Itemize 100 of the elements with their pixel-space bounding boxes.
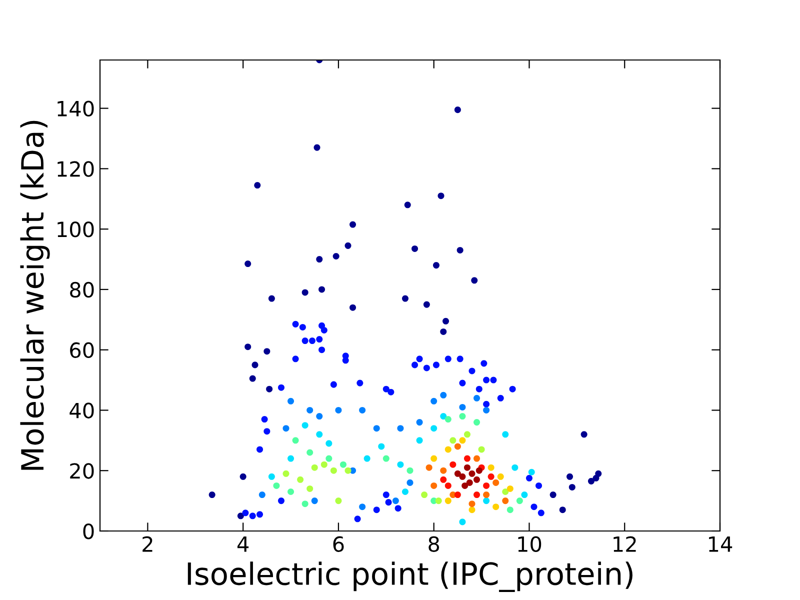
point — [299, 324, 306, 330]
point — [249, 375, 256, 382]
point — [430, 425, 438, 432]
x-tick-label: 12 — [614, 536, 636, 552]
point — [559, 506, 566, 514]
point — [450, 437, 456, 444]
point — [459, 473, 466, 480]
point — [430, 482, 438, 489]
point — [454, 470, 461, 477]
x-tick-label: 8 — [428, 536, 440, 552]
point — [502, 498, 509, 504]
point — [364, 455, 370, 462]
point — [330, 381, 337, 388]
point — [397, 461, 404, 468]
point — [440, 392, 447, 398]
point — [426, 464, 432, 471]
point — [497, 394, 504, 402]
point — [566, 473, 574, 480]
point — [474, 419, 480, 426]
point — [459, 380, 466, 386]
point — [382, 386, 390, 392]
x-tick-label: 2 — [142, 536, 152, 552]
point — [292, 356, 299, 362]
point — [311, 498, 318, 504]
point — [483, 482, 490, 489]
point — [402, 488, 408, 496]
point — [464, 455, 470, 462]
point — [292, 320, 299, 328]
point — [444, 482, 452, 489]
point — [268, 295, 275, 302]
point — [266, 386, 273, 392]
point — [488, 473, 494, 480]
point — [268, 473, 275, 480]
point — [306, 485, 314, 492]
point — [459, 404, 466, 410]
point — [314, 144, 320, 151]
point — [354, 516, 361, 522]
point — [488, 464, 494, 471]
point — [516, 498, 523, 504]
point — [404, 202, 411, 208]
point — [421, 492, 428, 498]
point — [438, 192, 444, 200]
point — [359, 406, 366, 414]
point — [252, 362, 258, 368]
point — [459, 437, 466, 444]
point — [459, 413, 466, 420]
x-tick-label: 4 — [237, 536, 249, 552]
point — [480, 360, 488, 367]
point — [528, 468, 535, 476]
point — [502, 431, 509, 438]
point — [454, 443, 461, 450]
point — [350, 304, 356, 311]
point — [476, 467, 482, 474]
point — [378, 443, 385, 450]
point — [483, 492, 490, 498]
point — [261, 416, 268, 423]
point — [264, 428, 270, 435]
point — [512, 464, 518, 471]
point — [382, 455, 390, 462]
point — [497, 473, 504, 480]
point — [302, 500, 308, 508]
point — [538, 510, 544, 516]
point — [392, 498, 399, 504]
point — [397, 425, 404, 432]
point — [595, 470, 602, 477]
point — [464, 464, 470, 471]
point — [474, 394, 480, 402]
y-tick-label: 0 — [83, 523, 94, 540]
point — [444, 498, 452, 504]
point — [288, 488, 294, 496]
point — [356, 380, 364, 386]
y-tick-label: 120 — [58, 161, 94, 177]
point — [302, 422, 308, 429]
point — [318, 346, 326, 354]
point — [506, 485, 514, 492]
point — [308, 338, 316, 344]
x-axis-title: Isoelectric point (IPC_protein) — [188, 562, 632, 592]
point — [385, 499, 392, 506]
point — [249, 512, 256, 520]
point — [242, 510, 249, 516]
point — [316, 431, 323, 438]
y-tick-label: 100 — [58, 222, 94, 238]
point — [526, 474, 532, 482]
point — [530, 504, 538, 510]
point — [478, 446, 485, 453]
point — [483, 376, 490, 384]
point — [468, 506, 476, 514]
y-tick-label: 80 — [70, 282, 94, 298]
point — [278, 498, 284, 504]
point — [450, 461, 456, 468]
point — [318, 286, 326, 293]
point — [316, 256, 323, 263]
point — [373, 425, 380, 432]
point — [509, 386, 516, 392]
y-tick-label: 40 — [70, 402, 94, 418]
point — [468, 368, 476, 374]
point — [306, 406, 314, 414]
point — [416, 419, 423, 426]
point — [292, 437, 299, 444]
point — [444, 356, 452, 362]
